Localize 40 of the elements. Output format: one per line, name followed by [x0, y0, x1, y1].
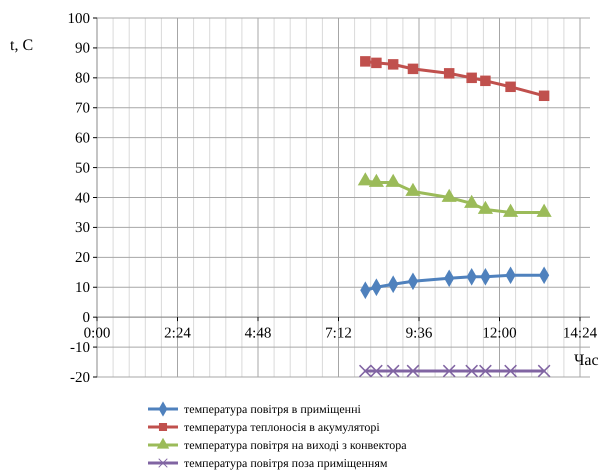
point	[442, 364, 456, 378]
legend-label: температура теплоносія в акумуляторі	[184, 420, 380, 434]
x-tick-label: 9:36	[406, 326, 433, 342]
x-tick-label: 2:24	[164, 326, 192, 342]
legend-label: температура повітря на виході з конвектора	[184, 438, 408, 452]
x-tick-label: 0:00	[84, 326, 110, 342]
x-tick-label: 7:12	[325, 326, 352, 342]
y-tick-label: 70	[75, 100, 90, 117]
x-tick-label: 14:24	[562, 326, 598, 342]
x-axis-title: Час	[574, 352, 599, 370]
legend-label: температура повітря в приміщенні	[184, 402, 362, 416]
point	[408, 64, 418, 74]
y-tick-label: 90	[75, 40, 90, 57]
point	[371, 58, 382, 68]
y-tick-label: 60	[75, 130, 90, 146]
point	[388, 59, 398, 70]
point	[504, 364, 518, 378]
point	[360, 56, 371, 67]
y-tick-label: 50	[75, 160, 90, 176]
x-tick-label: 12:00	[482, 326, 517, 342]
legend-label: температура повітря поза приміщенням	[184, 456, 388, 470]
y-tick-label: 40	[75, 190, 90, 206]
y-tick-label: 30	[75, 220, 90, 236]
y-tick-label: 20	[75, 250, 90, 266]
point	[538, 364, 551, 378]
point	[505, 82, 516, 92]
point	[480, 76, 491, 86]
y-axis-title: t, C	[10, 37, 34, 54]
point	[386, 364, 400, 378]
y-tick-label: 100	[68, 10, 90, 27]
point	[406, 364, 420, 378]
x-tick-label: 4:48	[244, 326, 272, 342]
point	[444, 68, 454, 79]
y-tick-label: 10	[75, 280, 90, 296]
y-tick-label: -10	[70, 340, 90, 356]
point	[466, 72, 477, 84]
y-tick-label: 80	[75, 70, 90, 87]
point	[538, 90, 550, 102]
y-tick-label: 0	[82, 310, 90, 326]
y-tick-label: -20	[70, 370, 90, 386]
